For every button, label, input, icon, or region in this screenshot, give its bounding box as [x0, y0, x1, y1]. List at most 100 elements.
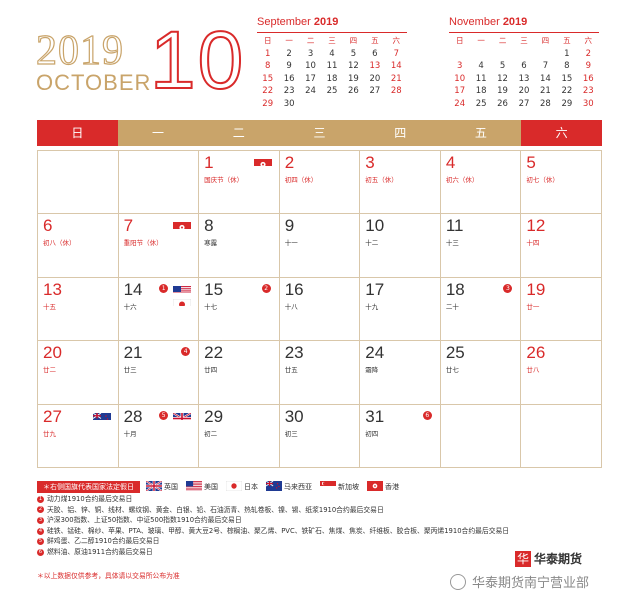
day-cell[interactable]: 15 十七 2 [199, 277, 280, 342]
mini-day: 2 [286, 48, 292, 59]
day-cell[interactable]: 30 初三 [279, 404, 361, 468]
note-row: 2 天胶、铝、锌、铜、线材、螺纹钢、黄金、白银、铅、石油沥青、热轧卷板、镍、锡、纸… [37, 505, 509, 516]
day-number: 12 [526, 216, 546, 236]
day-lunar-label: 十四 [526, 239, 540, 248]
day-lunar-label: 十一 [284, 239, 298, 248]
note-text: 燃料油、原油1911合约最后交易日 [47, 547, 153, 556]
mini-day [364, 98, 385, 111]
mini-day: 20 [369, 73, 381, 84]
mini-calendar-days: 日一二三四五六 1 2 3 4 5 6 7 8 9 10 11 12 13 14 15 16 17 18 19 20 21… [449, 35, 599, 110]
flag-nz-icon [265, 480, 284, 493]
disclaimer: ＊以上数据仅供参考，具体请以交易所公布为准 [37, 572, 180, 580]
note-number: 6 [37, 548, 44, 556]
month-name: OCTOBER [36, 70, 152, 95]
mini-weekday: 二 [306, 36, 315, 45]
mini-month: November [449, 16, 500, 28]
day-number: 24 [365, 343, 385, 363]
day-cell[interactable]: 22 廿四 [199, 341, 280, 405]
day-cell[interactable]: 29 初二 [199, 404, 280, 468]
mini-day: 11 [326, 61, 338, 71]
day-cell[interactable]: 25 廿七 [440, 341, 522, 405]
day-cell[interactable]: 18 二十 3 [440, 277, 522, 342]
day-cell[interactable]: 5 初七（休） [521, 151, 602, 215]
day-cell[interactable]: 2 初四（休） [279, 151, 361, 215]
day-lunar-label: 初五（休） [365, 176, 398, 184]
day-number: 31 [365, 406, 385, 426]
mini-day: 23 [582, 86, 594, 96]
mini-day: 22 [561, 86, 573, 96]
day-number: 26 [526, 343, 546, 363]
day-cell[interactable]: 16 十八 [279, 277, 361, 342]
mini-day: 7 [542, 61, 549, 71]
mini-day [321, 98, 342, 111]
day-cell[interactable]: 8 寒露 [199, 214, 280, 278]
flag-jp-icon [173, 295, 192, 306]
mini-day: 12 [348, 61, 359, 71]
weekday-label: 一 [117, 120, 199, 146]
day-cell[interactable]: 21 廿三 4 [118, 341, 200, 405]
day-cell[interactable]: 27 廿九 [38, 404, 119, 468]
mini-year: 2019 [313, 16, 339, 28]
day-number: 1 [204, 153, 214, 172]
day-lunar-label: 寒露 [204, 239, 218, 248]
day-cell[interactable]: 31 初四 6 [360, 404, 441, 468]
weekday-label: 三 [279, 120, 360, 146]
mini-day: 27 [518, 98, 530, 109]
weekday-label: 二 [198, 120, 280, 146]
day-cell[interactable]: 28 十月 5 [118, 404, 200, 468]
day-cell[interactable]: 11 十三 [440, 214, 522, 278]
mini-day: 3 [457, 61, 463, 71]
day-cell[interactable]: 4 初六（休） [440, 151, 522, 215]
day-cell[interactable]: 12 十四 [521, 214, 602, 278]
day-cell[interactable]: 26 廿八 [521, 341, 602, 405]
day-number: 27 [43, 406, 62, 426]
day-lunar-label: 国庆节（休） [204, 176, 244, 184]
day-cell [38, 151, 119, 215]
day-lunar-label: 二十 [445, 302, 459, 311]
day-lunar-label: 十二 [365, 239, 379, 248]
note-row: 6 燃料油、原油1911合约最后交易日 [37, 547, 509, 558]
note-row: 5 鲜鸡蛋、乙二醇1910合约最后交易日 [37, 536, 509, 547]
note-row: 3 沪深300指数、上证50指数、中证500指数1910合约最后交易日 [37, 515, 509, 526]
day-cell[interactable]: 14 十六 1 [118, 277, 200, 342]
day-cell[interactable]: 23 廿五 [279, 341, 361, 405]
day-cell[interactable]: 19 廿一 [521, 277, 602, 342]
mini-calendar-title: November 2019 [449, 16, 599, 33]
day-number: 25 [445, 343, 465, 363]
mini-day: 5 [350, 48, 357, 59]
day-cell[interactable]: 17 十九 [360, 277, 441, 342]
day-lunar-label: 廿四 [204, 366, 218, 375]
wechat-icon [450, 573, 466, 590]
mini-day: 26 [348, 86, 359, 96]
day-lunar-label: 廿二 [43, 366, 56, 375]
day-lunar-label: 十七 [204, 302, 218, 311]
mini-day: 25 [326, 86, 338, 96]
mini-day: 11 [475, 73, 487, 84]
watermark: 华泰期货南宁营业部 [450, 572, 589, 591]
day-lunar-label: 初四 [365, 429, 379, 438]
mini-day: 17 [454, 86, 466, 96]
day-cell[interactable]: 20 廿二 [38, 341, 119, 405]
weekday-label: 五 [440, 120, 522, 146]
day-cell[interactable]: 9 十一 [279, 214, 361, 278]
day-cell[interactable]: 13 十五 [38, 277, 119, 342]
day-cell[interactable]: 6 初八（休） [38, 214, 119, 278]
day-lunar-label: 初六（休） [445, 176, 479, 184]
mini-month: September [257, 16, 311, 28]
mini-day: 14 [540, 73, 551, 84]
day-number: 7 [123, 216, 134, 236]
mini-day [386, 98, 407, 111]
day-cell[interactable]: 24 霜降 [360, 341, 441, 405]
mini-day: 16 [582, 73, 594, 84]
day-lunar-label: 廿八 [526, 366, 540, 375]
day-cell[interactable]: 10 十二 [360, 214, 441, 278]
day-cell[interactable]: 1 国庆节（休） [199, 151, 280, 215]
mini-day: 4 [329, 48, 335, 59]
day-number: 10 [365, 216, 385, 236]
mini-weekday: 四 [541, 36, 550, 45]
month-number: 10 [149, 15, 246, 106]
day-cell[interactable]: 3 初五（休） [360, 151, 441, 215]
legend-label: 马来西亚 [284, 483, 312, 491]
day-cell[interactable]: 7 重阳节（休） [118, 214, 200, 278]
day-number: 6 [43, 216, 53, 236]
